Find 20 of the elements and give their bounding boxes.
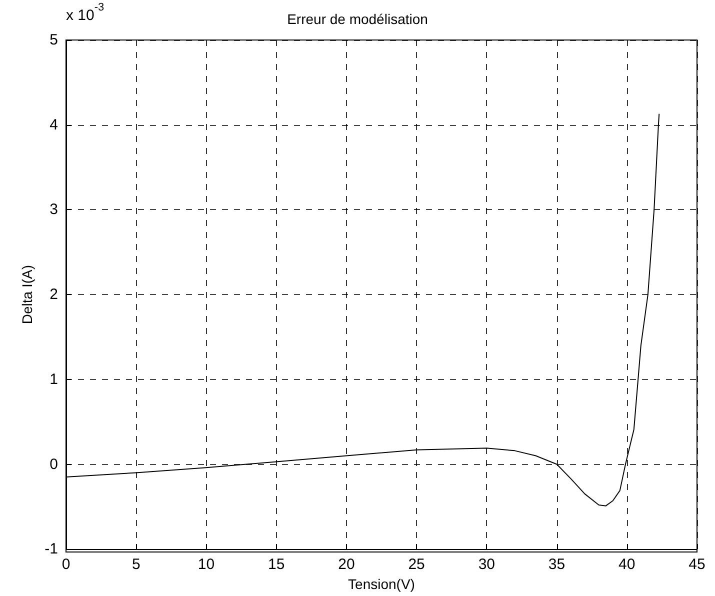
y-axis-title: Delta I(A) <box>18 264 35 324</box>
x-tick-label: 10 <box>198 556 215 574</box>
x-tick-label: 15 <box>268 556 285 574</box>
y-tick-label: 4 <box>50 116 58 134</box>
x-tick-label: 20 <box>338 556 355 574</box>
y-tick-label: 2 <box>50 286 58 304</box>
x-tick-label: 30 <box>478 556 496 574</box>
chart-title: Erreur de modélisation <box>287 11 428 27</box>
y-tick-label: -1 <box>44 540 58 558</box>
x-tick-label: 40 <box>618 556 636 574</box>
x-tick-label: 0 <box>62 556 70 574</box>
x-tick-label: 35 <box>548 556 566 574</box>
x-axis-title: Tension(V) <box>348 576 415 592</box>
x-tick-label: 25 <box>408 556 425 574</box>
x-tick-label: 45 <box>688 556 706 574</box>
y-tick-label: 3 <box>50 201 58 218</box>
y-tick-label: 1 <box>50 370 58 388</box>
x-tick-label: 5 <box>132 556 140 574</box>
y-tick-label: 0 <box>50 456 58 473</box>
y-tick-label: 5 <box>50 32 58 48</box>
